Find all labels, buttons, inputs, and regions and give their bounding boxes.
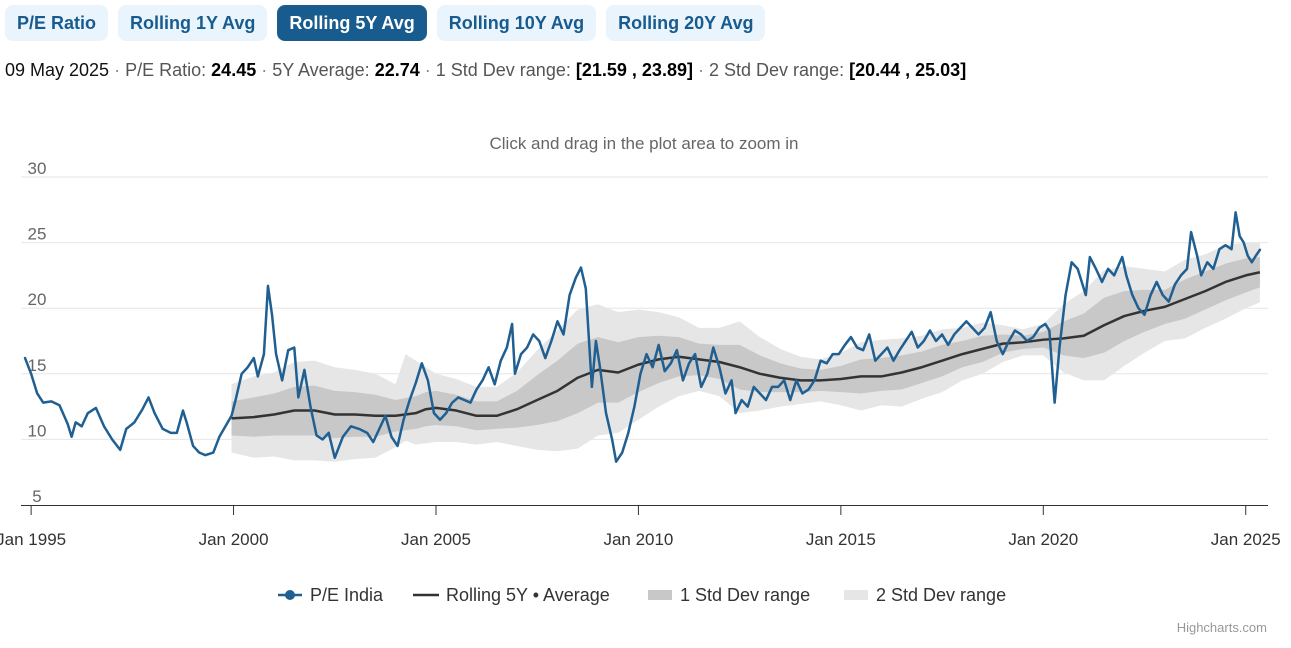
x-tick-label: Jan 1995 <box>0 530 66 549</box>
separator: · <box>114 60 121 80</box>
tab-rolling-10y-avg[interactable]: Rolling 10Y Avg <box>436 5 597 41</box>
legend-item-label[interactable]: Rolling 5Y • Average <box>446 585 610 605</box>
std2-value: [20.44 , 25.03] <box>849 60 967 80</box>
x-tick-label: Jan 2020 <box>1008 530 1078 549</box>
x-tick-label: Jan 2010 <box>603 530 673 549</box>
y-tick-label: 10 <box>28 421 47 440</box>
tab-rolling-1y-avg[interactable]: Rolling 1Y Avg <box>118 5 268 41</box>
chart-subtitle: Click and drag in the plot area to zoom … <box>489 134 798 153</box>
y-tick-label: 5 <box>32 487 41 506</box>
highcharts-credits[interactable]: Highcharts.com <box>1176 620 1267 635</box>
avg-label: 5Y Average: <box>272 60 370 80</box>
std1-label: 1 Std Dev range: <box>435 60 571 80</box>
separator: · <box>261 60 268 80</box>
y-tick-label: 25 <box>28 225 47 244</box>
std2-label: 2 Std Dev range: <box>709 60 845 80</box>
pe-india-line <box>23 211 1262 463</box>
separator: · <box>697 60 704 80</box>
x-tick-label: Jan 2025 <box>1211 530 1281 549</box>
x-tick-label: Jan 2005 <box>401 530 471 549</box>
pe-value: 24.45 <box>211 60 257 80</box>
legend-item-label[interactable]: 1 Std Dev range <box>680 585 810 605</box>
summary-date: 09 May 2025 <box>5 60 110 80</box>
legend-item-label[interactable]: P/E India <box>310 585 384 605</box>
tab-pe-ratio[interactable]: P/E Ratio <box>5 5 109 41</box>
legend-symbol <box>648 590 672 600</box>
std1-value: [21.59 , 23.89] <box>575 60 693 80</box>
pe-chart[interactable]: Click and drag in the plot area to zoom … <box>0 120 1291 620</box>
y-tick-label: 15 <box>28 356 47 375</box>
x-tick-label: Jan 2000 <box>199 530 269 549</box>
legend-symbol <box>844 590 868 600</box>
y-tick-label: 30 <box>28 159 47 178</box>
separator: · <box>424 60 431 80</box>
tab-rolling-5y-avg[interactable]: Rolling 5Y Avg <box>277 5 427 41</box>
x-tick-label: Jan 2015 <box>806 530 876 549</box>
rolling-5y-average-line <box>231 271 1261 420</box>
pe-label: P/E Ratio: <box>125 60 207 80</box>
summary-line: 09 May 2025 · P/E Ratio: 24.45 · 5Y Aver… <box>5 60 966 81</box>
tab-rolling-20y-avg[interactable]: Rolling 20Y Avg <box>606 5 766 41</box>
tab-bar: P/E Ratio Rolling 1Y Avg Rolling 5Y Avg … <box>5 5 766 41</box>
std1-band <box>231 257 1260 439</box>
legend-item-label[interactable]: 2 Std Dev range <box>876 585 1006 605</box>
y-tick-label: 20 <box>28 290 47 309</box>
legend-marker <box>285 590 295 600</box>
avg-value: 22.74 <box>374 60 420 80</box>
